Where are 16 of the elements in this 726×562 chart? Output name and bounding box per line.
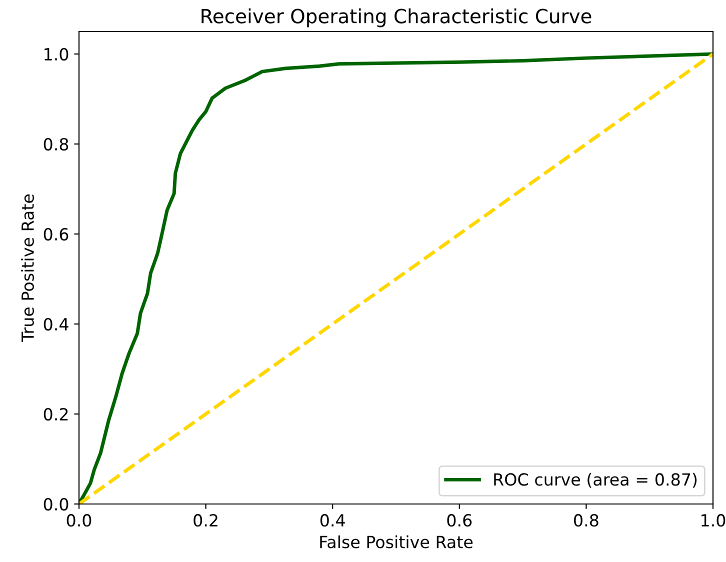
x-tick-label: 0.4: [320, 514, 345, 527]
y-tick-label: 1.0: [44, 48, 68, 61]
x-tick-label: 1.0: [702, 514, 726, 527]
chart-title: Receiver Operating Characteristic Curve: [202, 8, 592, 28]
y-tick-label: 0.4: [44, 318, 68, 331]
x-axis-title: False Positive Rate: [320, 535, 473, 548]
legend-label: ROC curve (area = 0.87): [494, 472, 697, 488]
y-axis-title: True Positive Rate: [21, 194, 34, 342]
x-tick-label: 0.2: [194, 514, 218, 527]
y-tick-label: 0.8: [44, 138, 68, 151]
y-tick-label: 0.0: [44, 498, 68, 511]
x-tick-label: 0.8: [574, 514, 598, 527]
y-tick-label: 0.6: [44, 228, 68, 241]
x-tick-label: 0.0: [66, 514, 92, 527]
y-tick-label: 0.2: [44, 408, 68, 421]
x-tick-label: 0.6: [447, 514, 472, 527]
